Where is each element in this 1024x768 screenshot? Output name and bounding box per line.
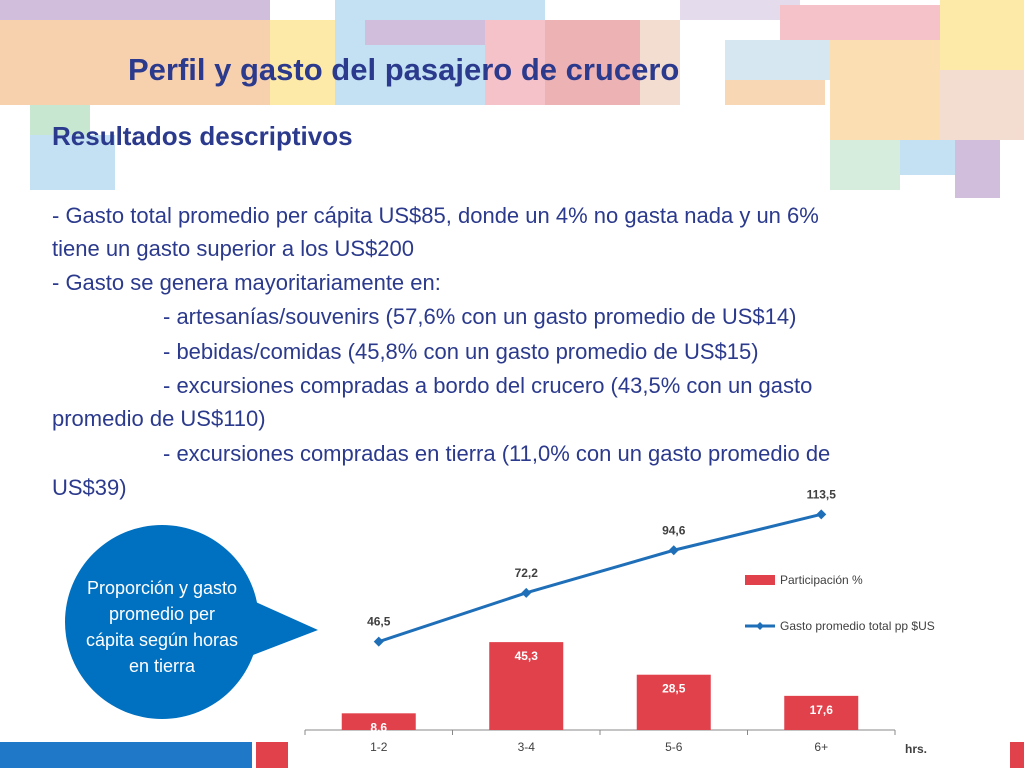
bar-label: 8,6 (370, 720, 387, 734)
bar (489, 642, 564, 730)
line-marker (816, 509, 827, 520)
line-marker (521, 587, 532, 598)
body-line: - bebidas/comidas (45,8% con un gasto pr… (163, 339, 759, 364)
bar (784, 695, 859, 730)
callout-pointer (240, 595, 318, 660)
body-line: - excursiones compradas en tierra (11,0%… (163, 441, 830, 466)
body-line: - excursiones compradas a bordo del cruc… (163, 373, 812, 398)
x-tick-label: 6+ (814, 740, 828, 754)
decoration (0, 0, 1024, 198)
line-marker (668, 545, 679, 556)
callout-line: en tierra (129, 656, 196, 676)
body-line: promedio de US$110) (52, 406, 266, 431)
legend-marker (756, 622, 764, 630)
legend-swatch (745, 575, 775, 585)
body-line: tiene un gasto superior a los US$200 (52, 236, 414, 261)
x-axis-label: hrs. (905, 742, 927, 756)
body-line: - Gasto se genera mayoritariamente en: (52, 270, 441, 295)
line-label: 94,6 (662, 523, 686, 537)
bar (636, 674, 711, 730)
x-tick-label: 1-2 (370, 740, 388, 754)
footer-stripe (0, 742, 252, 768)
body-line: - artesanías/souvenirs (57,6% con un gas… (163, 304, 796, 329)
legend-label: Gasto promedio total pp $US (780, 619, 935, 633)
title: Perfil y gasto del pasajero de crucero (128, 52, 679, 87)
body-line: - Gasto total promedio per cápita US$85,… (52, 203, 819, 228)
bar (341, 713, 416, 730)
line (378, 512, 822, 644)
legend-label: Participación % (780, 573, 863, 587)
callout: Proporción y gasto promedio per cápita s… (65, 525, 318, 719)
line-marker (373, 636, 384, 647)
line-label: 46,5 (367, 615, 391, 629)
callout-line: cápita según horas (86, 630, 238, 650)
bar-label: 28,5 (662, 682, 686, 696)
x-tick-label: 3-4 (518, 740, 536, 754)
line-label: 72,2 (515, 566, 539, 580)
body-line: US$39) (52, 475, 127, 500)
callout-line: promedio per (109, 604, 215, 624)
bar-label: 45,3 (515, 649, 539, 663)
callout-bubble (65, 525, 259, 719)
subtitle: Resultados descriptivos (52, 121, 353, 151)
x-tick-label: 5-6 (665, 740, 683, 754)
line-label: 113,5 (807, 487, 837, 501)
bar-label: 17,6 (810, 703, 834, 717)
callout-line: Proporción y gasto (87, 578, 237, 598)
